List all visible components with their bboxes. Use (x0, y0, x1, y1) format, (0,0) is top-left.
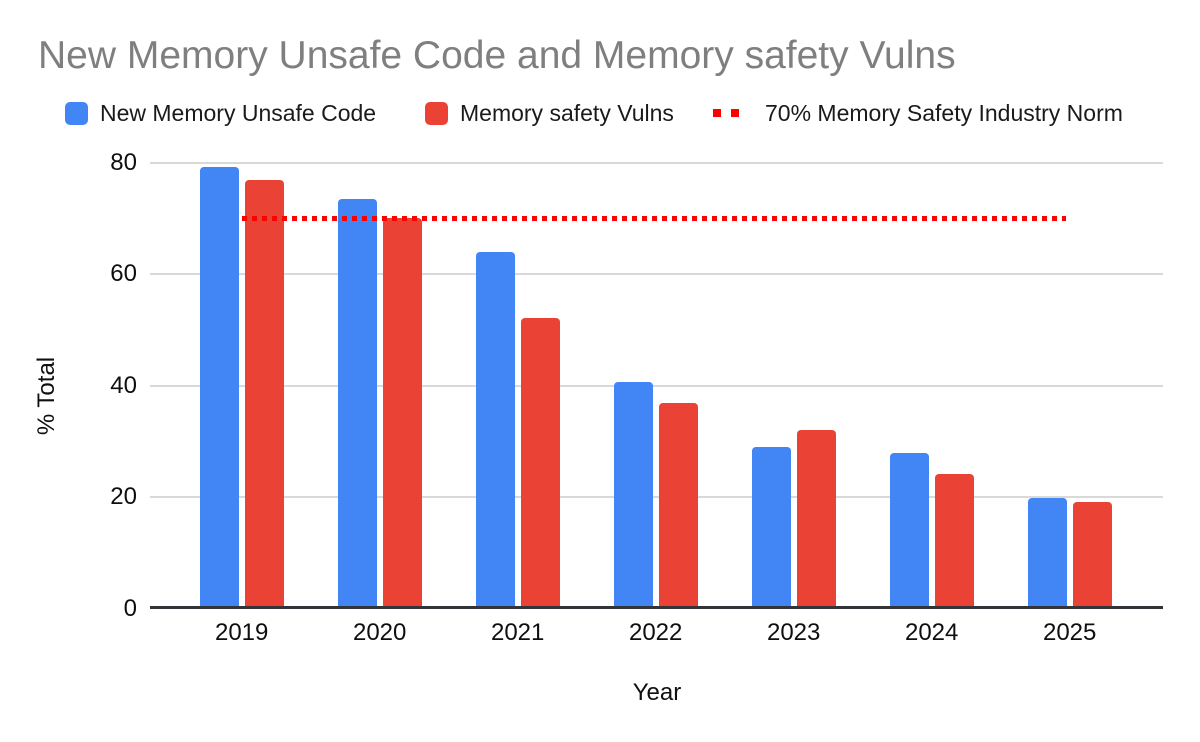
bar-unsafe-code-2021 (475, 251, 515, 609)
legend-swatch-red-icon (425, 101, 448, 125)
legend-swatch-blue-icon (65, 101, 88, 125)
x-tick-label-2024: 2024 (904, 619, 959, 646)
gridline-40 (150, 384, 1163, 387)
x-tick-label-2022: 2022 (628, 619, 683, 646)
reference-line-70pct (241, 215, 1066, 221)
legend-label-memory-safety-vulns: Memory safety Vulns (460, 99, 674, 126)
y-tick-label-60: 60 (110, 260, 137, 288)
x-tick-label-2020: 2020 (352, 619, 407, 646)
legend-item-industry-norm: 70% Memory Safety Industry Norm (713, 99, 1123, 127)
bar-vulns-2022 (658, 402, 698, 609)
bar-unsafe-code-2020 (337, 199, 377, 609)
bar-vulns-2023 (796, 430, 836, 609)
gridline-20 (150, 496, 1163, 499)
y-tick-label-0: 0 (123, 595, 137, 622)
gridline-60 (150, 273, 1163, 276)
bar-vulns-2020 (382, 218, 422, 609)
x-axis-title: Year (632, 679, 682, 706)
bar-vulns-2024 (934, 473, 974, 609)
bar-vulns-2021 (520, 318, 560, 609)
bar-vulns-2025 (1072, 501, 1112, 609)
bar-unsafe-code-2024 (889, 453, 929, 609)
y-tick-label-80: 80 (110, 148, 137, 176)
x-tick-label-2021: 2021 (490, 619, 545, 646)
x-axis-line (150, 606, 1163, 609)
gridline-80 (150, 161, 1163, 164)
bar-vulns-2019 (244, 179, 284, 609)
bar-unsafe-code-2019 (199, 166, 239, 609)
x-tick-label-2025: 2025 (1042, 619, 1097, 646)
legend-label-new-memory-unsafe-code: New Memory Unsafe Code (100, 99, 377, 126)
y-tick-label-40: 40 (110, 371, 137, 399)
bar-unsafe-code-2025 (1027, 497, 1067, 609)
legend-dotted-line-icon (713, 109, 749, 117)
y-tick-label-20: 20 (110, 483, 137, 511)
x-tick-label-2019: 2019 (214, 619, 269, 646)
legend-item-memory-safety-vulns: Memory safety Vulns (425, 99, 674, 127)
y-axis-title: % Total (33, 356, 60, 436)
legend-item-new-memory-unsafe-code: New Memory Unsafe Code (65, 99, 376, 127)
bar-unsafe-code-2023 (751, 446, 791, 609)
chart-title: New Memory Unsafe Code and Memory safety… (38, 34, 956, 77)
legend-label-industry-norm: 70% Memory Safety Industry Norm (765, 99, 1123, 126)
x-tick-label-2023: 2023 (766, 619, 821, 646)
bar-unsafe-code-2022 (613, 381, 653, 609)
